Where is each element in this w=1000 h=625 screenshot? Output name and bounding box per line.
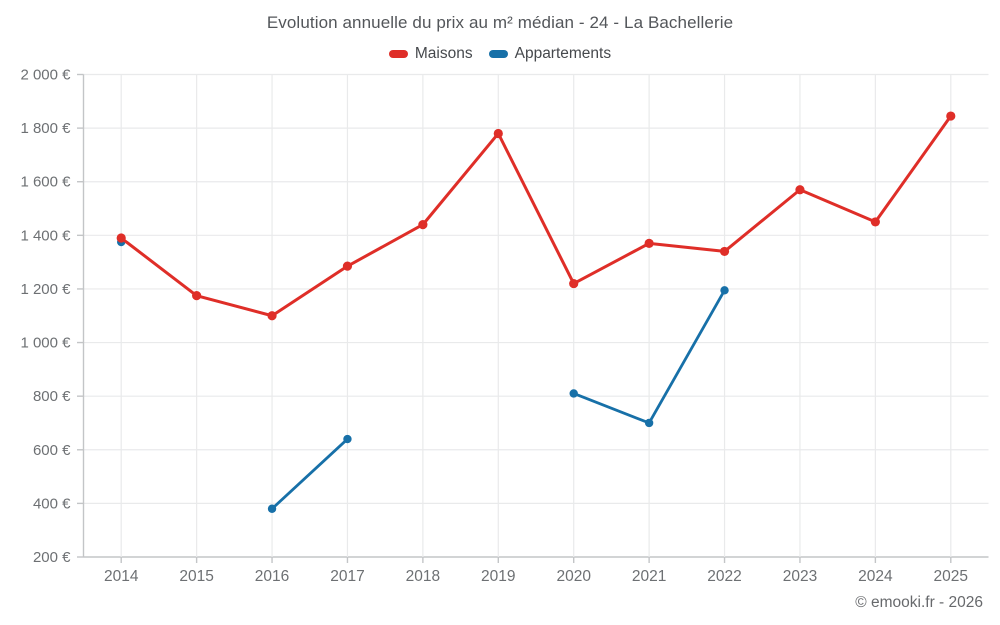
data-point-maisons: [493, 128, 503, 139]
data-point-maisons: [795, 185, 805, 195]
x-tick-label: 2020: [556, 568, 591, 585]
data-point-maisons: [569, 278, 579, 289]
series-line-appartements: [270, 437, 349, 511]
data-point-appartements: [267, 504, 277, 513]
data-point-maisons: [418, 220, 428, 230]
x-tick-label: 2017: [330, 568, 364, 585]
data-point-maisons: [116, 233, 126, 243]
copyright-credit: © emooki.fr - 2026: [855, 594, 983, 611]
x-tick-label: 2024: [858, 568, 893, 585]
data-point-maisons: [946, 111, 956, 121]
chart-legend: Maisons Appartements: [0, 45, 1000, 63]
data-point-maisons: [342, 261, 353, 271]
x-tick-label: 2021: [632, 568, 666, 585]
x-tick-label: 2025: [934, 568, 968, 585]
y-tick-label: 1 600 €: [20, 174, 71, 191]
maisons-swatch-icon: [388, 50, 408, 58]
data-point-maisons: [870, 217, 880, 227]
y-tick-label: 1 200 €: [20, 281, 71, 298]
data-point-appartements: [569, 389, 578, 398]
x-tick-label: 2015: [179, 568, 213, 585]
y-tick-label: 2 000 €: [20, 67, 71, 84]
chart-title: Evolution annuelle du prix au m² médian …: [266, 13, 734, 32]
legend-item-appartements[interactable]: Appartements: [488, 45, 612, 63]
appartements-swatch-icon: [488, 50, 508, 58]
data-point-maisons: [719, 246, 730, 257]
legend-item-maisons[interactable]: Maisons: [388, 45, 473, 63]
legend-label-maisons: Maisons: [414, 45, 473, 62]
y-tick-label: 600 €: [33, 442, 71, 459]
y-tick-label: 800 €: [33, 388, 71, 405]
series-line-maisons: [119, 114, 953, 318]
data-point-maisons: [192, 291, 202, 301]
x-tick-label: 2018: [406, 568, 440, 585]
x-tick-label: 2023: [783, 568, 817, 585]
data-point-maisons: [644, 238, 654, 248]
x-tick-label: 2016: [255, 568, 289, 585]
legend-label-appartements: Appartements: [514, 45, 612, 62]
y-tick-label: 1 800 €: [20, 120, 71, 137]
y-tick-label: 1 400 €: [20, 227, 71, 244]
data-point-maisons: [267, 311, 277, 321]
data-point-appartements: [720, 286, 729, 295]
y-tick-label: 1 000 €: [20, 335, 71, 352]
data-point-appartements: [343, 434, 352, 444]
data-point-appartements: [644, 418, 654, 428]
x-tick-label: 2022: [707, 568, 741, 585]
x-tick-label: 2014: [104, 568, 139, 585]
y-tick-label: 200 €: [33, 549, 71, 566]
x-tick-label: 2019: [481, 568, 515, 585]
y-tick-label: 400 €: [33, 495, 71, 512]
